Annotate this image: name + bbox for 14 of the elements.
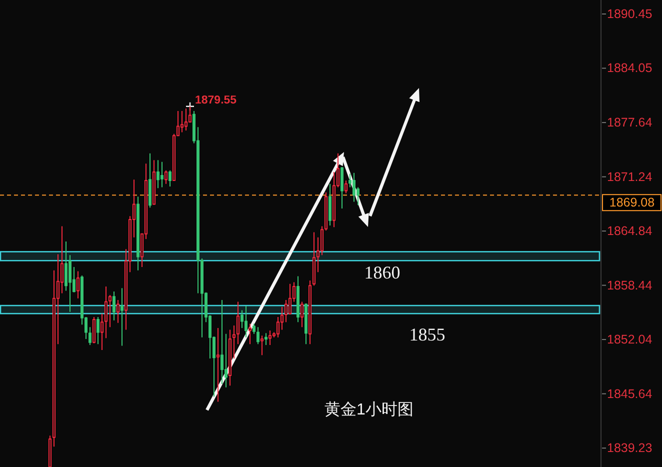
- band-label: 1860: [364, 262, 400, 283]
- y-tick-label: 1871.24: [607, 170, 652, 184]
- y-tick-label: 1877.64: [607, 116, 652, 130]
- y-tick-label: 1845.64: [607, 386, 652, 401]
- band-label: 1855: [409, 324, 446, 345]
- y-tick-label: 1890.45: [607, 6, 652, 21]
- y-tick-label: 1884.05: [607, 61, 652, 76]
- y-tick-label: 1864.84: [607, 224, 652, 238]
- annotation: 1879.55: [195, 94, 238, 106]
- y-tick-label: 1852.04: [607, 332, 652, 347]
- y-tick-label: 1858.44: [607, 278, 652, 292]
- ref-line-label: 1869.08: [609, 196, 655, 210]
- y-tick-label: 1839.23: [607, 441, 652, 456]
- annotation: 黄金1小时图: [324, 400, 414, 419]
